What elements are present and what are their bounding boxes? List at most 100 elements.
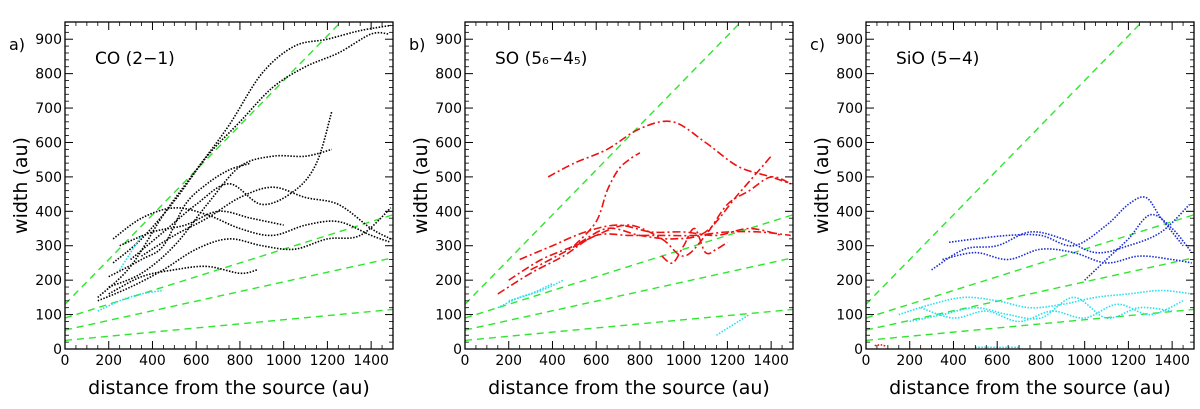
- series-group: [874, 196, 1193, 349]
- reference-lines: [65, 22, 393, 342]
- x-tick-label: 800: [227, 353, 254, 369]
- y-tick-label: 600: [435, 135, 462, 151]
- x-tick-label: 1000: [266, 353, 302, 369]
- series-red-1: [874, 344, 886, 347]
- panel-sio: 0 200 400 600 800 1000 1200 1400 0 100 200 300 400 50…: [810, 21, 1195, 399]
- x-tick-label: 1000: [666, 353, 702, 369]
- y-tick-label: 200: [35, 273, 62, 289]
- reference-line-2: [65, 257, 393, 331]
- series-group: [497, 120, 792, 336]
- x-tick-label: 1000: [1067, 353, 1103, 369]
- plot-frame: [64, 21, 394, 350]
- x-tick-label: 0: [61, 353, 70, 369]
- panel-label: c): [810, 35, 825, 54]
- series-red-3: [508, 155, 772, 281]
- series-black-9: [108, 265, 258, 295]
- series-black-8: [119, 210, 284, 247]
- x-tick-label: 1400: [753, 353, 789, 369]
- series-red-7: [661, 227, 728, 264]
- panel-so: 0 200 400 600 800 1000 1200 1400 0 100 200 300 400 50…: [409, 21, 794, 399]
- x-tick-label: 400: [940, 353, 967, 369]
- reference-line-1: [866, 214, 1194, 319]
- x-tick-label: 400: [139, 353, 166, 369]
- y-tick-label: 300: [35, 239, 62, 255]
- series-blue-3: [942, 248, 1192, 264]
- x-tick-label: 1400: [353, 353, 389, 369]
- reference-line-0: [465, 22, 742, 305]
- y-tick-label: 400: [435, 204, 462, 220]
- reference-line-1: [65, 214, 393, 319]
- series-cyan-1: [97, 289, 164, 312]
- series-black-6: [112, 207, 392, 244]
- series-black-1: [97, 24, 391, 298]
- series-black-3: [108, 148, 333, 288]
- series-blue-1: [948, 196, 1184, 247]
- y-tick-label: 0: [53, 342, 62, 358]
- reference-line-3: [866, 308, 1194, 342]
- panel-title: CO (2−1): [95, 49, 175, 69]
- y-axis-title: width (au): [410, 137, 432, 234]
- y-tick-label: 200: [435, 273, 462, 289]
- series-cyan-1: [898, 289, 1192, 316]
- y-tick-label: 700: [836, 101, 863, 117]
- series-black-4: [130, 111, 333, 261]
- series-red-4: [519, 224, 783, 261]
- y-tick-label: 500: [836, 170, 863, 186]
- y-axis-title: width (au): [811, 137, 833, 234]
- y-tick-label: 0: [453, 342, 462, 358]
- y-tick-label: 400: [836, 204, 863, 220]
- x-tick-label: 200: [95, 353, 122, 369]
- series-black-2: [112, 31, 389, 264]
- y-tick-label: 500: [35, 170, 62, 186]
- x-axis-title: distance from the source (au): [88, 377, 370, 399]
- series-group: [97, 24, 392, 312]
- y-tick-label: 900: [435, 32, 462, 48]
- reference-line-2: [465, 257, 793, 331]
- series-cyan-1: [497, 279, 564, 309]
- x-tick-label: 1200: [310, 353, 346, 369]
- plot-frame: [464, 21, 794, 350]
- reference-lines: [866, 22, 1194, 342]
- x-tick-label: 1200: [1111, 353, 1147, 369]
- panel-label: b): [409, 35, 425, 54]
- reference-lines: [465, 22, 793, 342]
- y-tick-label: 800: [435, 67, 462, 83]
- y-tick-label: 500: [435, 170, 462, 186]
- x-tick-label: 800: [627, 353, 654, 369]
- y-tick-label: 600: [35, 135, 62, 151]
- y-tick-label: 600: [836, 135, 863, 151]
- reference-line-3: [65, 308, 393, 342]
- series-cyan-2: [909, 296, 1173, 323]
- y-tick-label: 800: [35, 67, 62, 83]
- reference-line-1: [465, 214, 793, 319]
- series-red-2: [497, 230, 791, 295]
- y-tick-label: 200: [836, 273, 863, 289]
- x-tick-label: 400: [539, 353, 566, 369]
- series-black-10: [108, 162, 252, 278]
- y-tick-label: 300: [836, 239, 863, 255]
- series-cyan-3: [920, 300, 1184, 323]
- x-tick-label: 0: [461, 353, 470, 369]
- reference-line-0: [65, 22, 342, 305]
- y-tick-label: 700: [35, 101, 62, 117]
- panel-co: 0 200 400 600 800 1000 1200 1400 0 100 200 300 400 50…: [9, 21, 394, 399]
- y-tick-label: 700: [435, 101, 462, 117]
- reference-line-2: [866, 257, 1194, 331]
- series-red-5: [530, 176, 792, 271]
- x-tick-label: 1400: [1154, 353, 1190, 369]
- x-tick-label: 200: [495, 353, 522, 369]
- plot-frame: [865, 21, 1195, 350]
- panel-title: SiO (5−4): [896, 49, 979, 69]
- series-blue-4: [1084, 213, 1193, 281]
- reference-line-0: [866, 22, 1143, 305]
- y-tick-label: 400: [35, 204, 62, 220]
- series-red-1: [547, 120, 792, 185]
- y-tick-label: 0: [854, 342, 863, 358]
- x-tick-label: 0: [862, 353, 871, 369]
- x-axis-title: distance from the source (au): [488, 377, 770, 399]
- series-black-5: [141, 186, 392, 257]
- x-tick-label: 200: [896, 353, 923, 369]
- x-tick-label: 800: [1028, 353, 1055, 369]
- panel-title: SO (5₆−4₅): [495, 49, 587, 69]
